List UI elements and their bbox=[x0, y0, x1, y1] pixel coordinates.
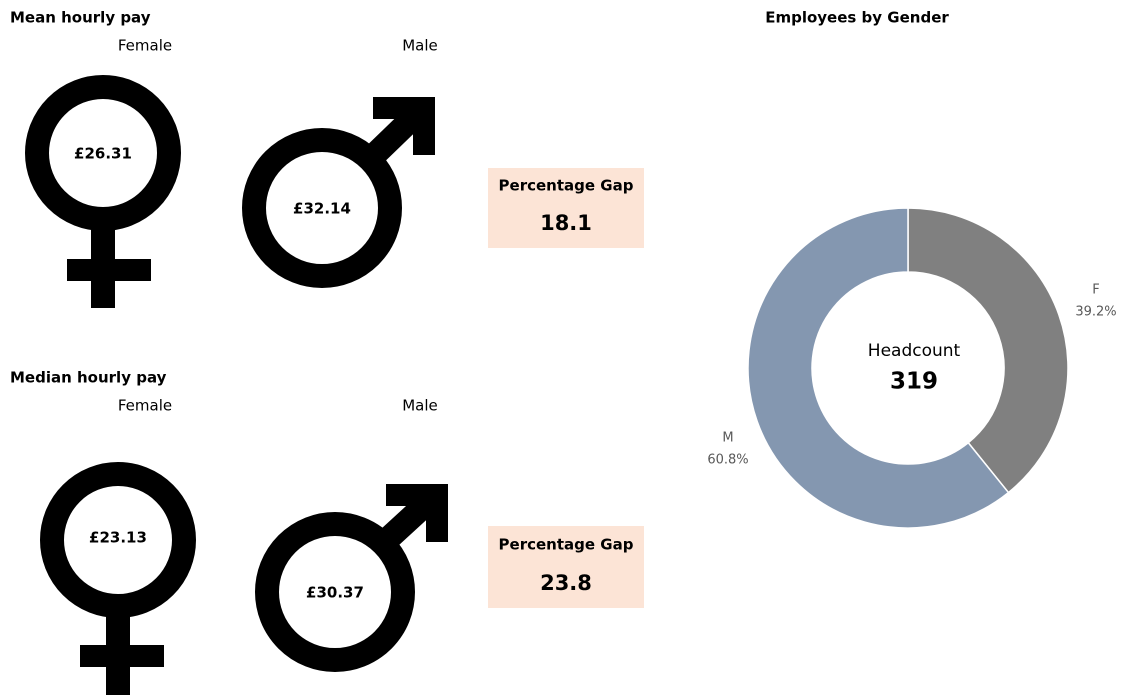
female-value: £23.13 bbox=[89, 529, 147, 547]
center-value: 319 bbox=[890, 369, 938, 395]
female-value: £26.31 bbox=[74, 145, 132, 163]
segment-category: F bbox=[1092, 283, 1099, 298]
donut-segment bbox=[747, 207, 1010, 529]
center-label: Headcount bbox=[868, 341, 961, 361]
gap-label: Percentage Gap bbox=[499, 536, 634, 554]
female-label: Female bbox=[118, 37, 172, 55]
segment-category: M bbox=[722, 431, 733, 446]
female-label: Female bbox=[118, 397, 172, 415]
male-label: Male bbox=[402, 37, 438, 55]
gap-value: 18.1 bbox=[540, 211, 592, 235]
gap-box bbox=[488, 526, 644, 608]
donut-segment bbox=[907, 207, 1069, 494]
section-title: Mean hourly pay bbox=[10, 9, 151, 27]
male-value: £30.37 bbox=[306, 584, 364, 602]
male-value: £32.14 bbox=[293, 200, 351, 218]
gap-value: 23.8 bbox=[540, 571, 592, 595]
male-label: Male bbox=[402, 397, 438, 415]
gap-box bbox=[488, 168, 644, 248]
female-symbol bbox=[40, 462, 196, 695]
gap-label: Percentage Gap bbox=[499, 177, 634, 195]
segment-value: 60.8% bbox=[707, 453, 748, 468]
male-symbol bbox=[242, 97, 435, 288]
section-title: Median hourly pay bbox=[10, 369, 167, 387]
female-symbol bbox=[25, 75, 181, 308]
chart-title: Employees by Gender bbox=[765, 9, 949, 27]
donut bbox=[747, 207, 1069, 529]
segment-value: 39.2% bbox=[1075, 305, 1116, 320]
male-symbol bbox=[255, 484, 448, 672]
